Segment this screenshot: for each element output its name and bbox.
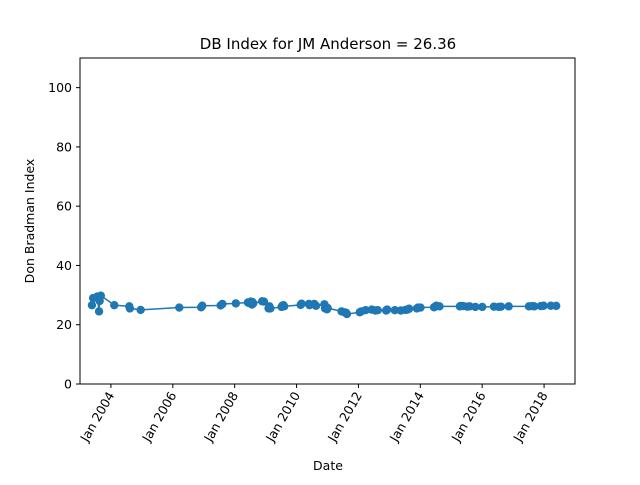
data-point	[249, 299, 258, 308]
y-axis: 0 20 40 60 80 100	[48, 80, 80, 392]
data-point	[136, 305, 145, 315]
data-point	[471, 302, 480, 312]
x-tick-label: Jan 2014	[386, 389, 427, 445]
x-tick-label: Jan 2008	[200, 389, 241, 445]
data-point	[361, 306, 370, 315]
y-tick-label: 20	[56, 317, 72, 332]
x-tick-label: Jan 2018	[510, 389, 551, 445]
y-tick-label: 100	[48, 80, 72, 95]
data-point	[373, 306, 382, 315]
data-point	[496, 302, 506, 311]
y-tick-label: 0	[64, 377, 72, 392]
x-tick-label: Jan 2012	[324, 389, 365, 445]
data-point	[218, 299, 227, 309]
data-point	[87, 300, 97, 310]
data-point	[342, 309, 352, 319]
data-point	[311, 301, 321, 310]
data-point	[259, 297, 269, 306]
data-point	[96, 291, 106, 300]
plot-area	[87, 291, 561, 319]
data-point	[198, 301, 207, 310]
data-point	[552, 301, 561, 311]
data-point	[94, 307, 104, 316]
axes-frame	[79, 57, 576, 385]
data-point	[416, 303, 425, 312]
data-point	[504, 302, 513, 311]
data-point	[279, 302, 289, 311]
x-tick-label: Jan 2010	[262, 389, 303, 445]
data-point	[530, 302, 539, 311]
x-tick-label: Jan 2016	[448, 389, 489, 445]
data-point	[110, 300, 119, 310]
data-point	[266, 304, 275, 313]
chart-title: DB Index for JM Anderson = 26.36	[200, 35, 456, 53]
data-point	[435, 302, 444, 311]
data-point	[382, 305, 392, 314]
y-tick-label: 60	[56, 199, 72, 214]
y-tick-label: 80	[56, 139, 72, 154]
data-point	[539, 301, 548, 310]
y-axis-title: Don Bradman Index	[22, 159, 37, 284]
x-tick-label: Jan 2006	[138, 389, 179, 445]
data-point	[404, 304, 414, 313]
y-tick-label: 40	[56, 258, 72, 273]
data-point	[390, 306, 400, 315]
data-point	[323, 303, 332, 313]
x-tick-label: Jan 2004	[76, 389, 117, 445]
data-point	[125, 304, 135, 313]
data-point	[297, 299, 306, 308]
data-point	[175, 303, 184, 312]
x-axis-title: Date	[313, 458, 343, 473]
data-point	[478, 302, 487, 312]
x-axis: Jan 2004 Jan 2006 Jan 2008 Jan 2010 Jan 2012…	[76, 384, 551, 445]
data-point	[231, 299, 241, 308]
